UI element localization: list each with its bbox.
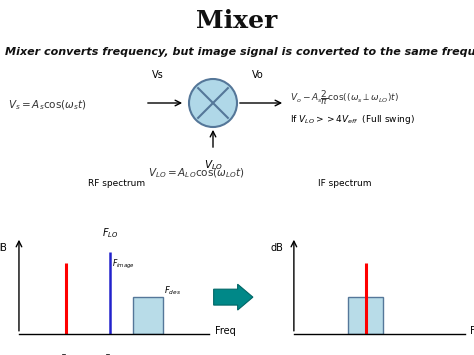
- Text: $F_{LO}$: $F_{LO}$: [102, 226, 118, 240]
- Text: $V_s = A_s\cos(\omega_s t)$: $V_s = A_s\cos(\omega_s t)$: [8, 98, 87, 112]
- Text: Vo: Vo: [252, 70, 264, 80]
- Text: RF spectrum: RF spectrum: [88, 179, 145, 188]
- Text: Mixer: Mixer: [196, 9, 278, 33]
- Text: $F_{IF}$: $F_{IF}$: [104, 353, 116, 355]
- Text: $V_{LO}$: $V_{LO}$: [204, 158, 222, 172]
- Bar: [348, 297, 383, 334]
- Text: dB: dB: [271, 243, 283, 253]
- Text: dB: dB: [0, 243, 8, 253]
- Text: IF spectrum: IF spectrum: [318, 179, 372, 188]
- Text: $V_o - A_s\dfrac{2}{\pi}\cos((\omega_s \perp \omega_{LO})t)$: $V_o - A_s\dfrac{2}{\pi}\cos((\omega_s \…: [290, 89, 399, 108]
- Text: Vs: Vs: [152, 70, 164, 80]
- Text: $F_{des}$: $F_{des}$: [164, 284, 181, 296]
- Text: $F_{image}$: $F_{image}$: [112, 258, 135, 272]
- FancyArrow shape: [214, 284, 253, 310]
- Text: Mixer converts frequency, but image signal is converted to the same frequency.: Mixer converts frequency, but image sign…: [5, 47, 474, 57]
- Text: Freq: Freq: [471, 326, 474, 336]
- Text: $F_{IF}$: $F_{IF}$: [359, 353, 373, 355]
- Text: If $V_{LO}>>4V_{eff}$  (Full swing): If $V_{LO}>>4V_{eff}$ (Full swing): [290, 114, 415, 126]
- Bar: [133, 297, 163, 334]
- Text: $V_{LO} = A_{LO}\cos(\omega_{LO}t)$: $V_{LO} = A_{LO}\cos(\omega_{LO}t)$: [148, 166, 245, 180]
- Circle shape: [189, 79, 237, 127]
- Text: Freq: Freq: [215, 326, 236, 336]
- Text: $F_{IF}$: $F_{IF}$: [60, 353, 73, 355]
